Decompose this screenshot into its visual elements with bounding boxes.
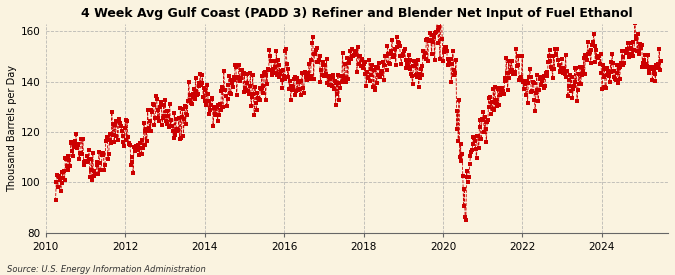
Text: Source: U.S. Energy Information Administration: Source: U.S. Energy Information Administ…: [7, 265, 205, 274]
Title: 4 Week Avg Gulf Coast (PADD 3) Refiner and Blender Net Input of Fuel Ethanol: 4 Week Avg Gulf Coast (PADD 3) Refiner a…: [81, 7, 632, 20]
Y-axis label: Thousand Barrels per Day: Thousand Barrels per Day: [7, 65, 17, 192]
